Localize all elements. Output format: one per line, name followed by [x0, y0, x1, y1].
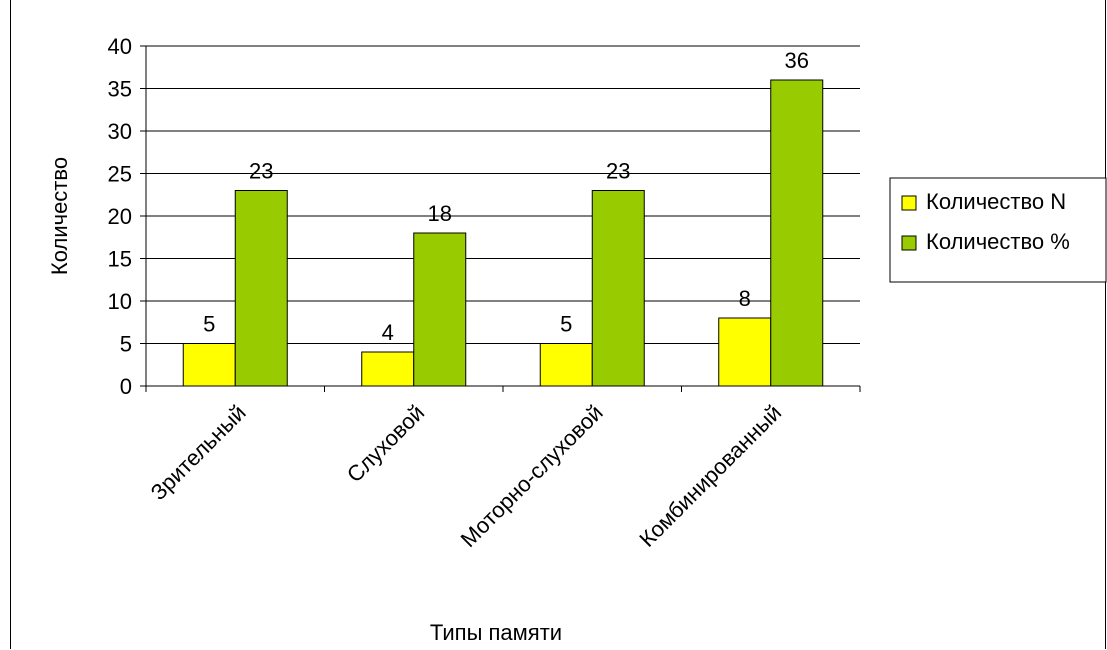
bar	[591, 190, 645, 387]
x-tick-label: Зрительный	[146, 400, 251, 505]
bar	[718, 317, 772, 387]
gridlines	[146, 45, 860, 344]
data-label: 23	[606, 159, 630, 184]
data-label: 4	[382, 320, 394, 345]
data-label: 18	[428, 201, 452, 226]
y-ticks: 0 5 10 15 20 25 30 35 40	[108, 34, 146, 399]
data-labels: 5 23 4 18 5 23 8 36	[203, 48, 809, 345]
bar	[539, 343, 593, 387]
data-label: 8	[739, 286, 751, 311]
data-label: 23	[249, 159, 273, 184]
legend-box	[889, 177, 1107, 283]
y-tick-label: 15	[108, 247, 132, 272]
legend-label: Количество %	[926, 229, 1070, 254]
y-tick-label: 40	[108, 34, 132, 59]
y-tick-label: 30	[108, 119, 132, 144]
y-tick-label: 25	[108, 162, 132, 187]
x-tick-label: Слуховой	[342, 400, 429, 487]
y-axis-title: Количество	[47, 157, 72, 275]
bar	[413, 232, 467, 387]
legend-label: Количество N	[926, 189, 1066, 214]
bar	[234, 190, 288, 387]
legend: Количество N Количество %	[889, 177, 1107, 283]
data-label: 5	[560, 312, 572, 337]
y-tick-label: 0	[120, 374, 132, 399]
legend-swatch	[901, 195, 917, 211]
data-label: 36	[785, 48, 809, 73]
x-axis-title: Типы памяти	[430, 620, 562, 645]
bars	[182, 79, 824, 387]
x-tick-label: Моторно-слуховой	[456, 400, 608, 552]
bar	[770, 79, 824, 387]
y-tick-label: 5	[120, 332, 132, 357]
data-label: 5	[203, 312, 215, 337]
y-tick-label: 35	[108, 77, 132, 102]
y-tick-label: 10	[108, 289, 132, 314]
x-ticks: Зрительный Слуховой Моторно-слуховой Комбин…	[145, 386, 861, 552]
y-tick-label: 20	[108, 204, 132, 229]
x-tick-label: Комбинированный	[634, 400, 786, 552]
bar	[361, 351, 415, 387]
chart-frame	[10, 0, 1106, 649]
bar	[182, 343, 236, 387]
legend-swatch	[901, 235, 917, 251]
